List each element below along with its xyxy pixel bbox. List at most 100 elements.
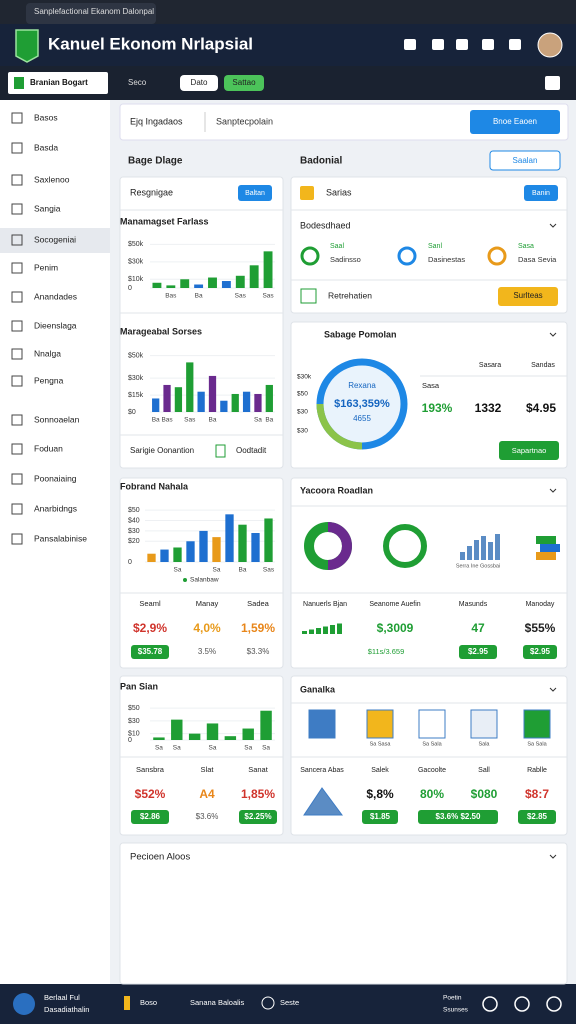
checkbox[interactable] <box>215 444 226 458</box>
footer-icon[interactable] <box>482 996 498 1012</box>
text: $30 <box>297 409 308 416</box>
text: $35.78 <box>138 647 163 656</box>
user-box[interactable] <box>8 72 108 94</box>
text: Sas <box>235 293 247 300</box>
button[interactable] <box>524 185 558 201</box>
text: Ejq Ingadaos <box>130 116 183 126</box>
bar <box>235 275 245 288</box>
text: $30 <box>128 528 140 535</box>
button[interactable] <box>131 645 169 659</box>
icon <box>366 709 394 739</box>
text: Sa Sasa <box>370 741 392 747</box>
text: Branian Bogart <box>30 78 88 87</box>
chevron[interactable] <box>549 854 557 859</box>
nav-icon <box>11 142 23 154</box>
text: Manay <box>196 599 219 608</box>
text: Serra Ine Gossbai <box>456 563 500 569</box>
icon-bar <box>488 542 493 560</box>
button[interactable] <box>459 645 497 659</box>
text: Sas <box>184 417 196 424</box>
button[interactable] <box>499 441 559 460</box>
bar <box>206 723 219 740</box>
button[interactable] <box>131 810 169 824</box>
button[interactable] <box>523 645 557 659</box>
text: Sa Sala <box>527 741 547 747</box>
bar <box>174 387 183 412</box>
icon-bar <box>481 536 486 560</box>
button[interactable] <box>362 810 398 824</box>
icon-bar <box>460 552 465 560</box>
avatar[interactable] <box>537 32 563 58</box>
bar <box>166 285 176 288</box>
text: $10k <box>128 276 144 283</box>
text: Manamagset Farlass <box>120 216 209 226</box>
header-icon[interactable] <box>509 39 521 50</box>
text: $,3009 <box>377 621 414 635</box>
nav-icon <box>11 112 23 124</box>
card <box>290 176 568 314</box>
button[interactable] <box>418 810 498 824</box>
card <box>119 842 568 985</box>
header-icon[interactable] <box>456 39 468 50</box>
button[interactable] <box>470 110 560 134</box>
text: Bage Dlage <box>128 156 183 167</box>
text: Manoday <box>526 601 555 608</box>
sparkbar <box>309 629 314 634</box>
bar <box>180 279 190 288</box>
text: Sa <box>155 745 163 752</box>
button[interactable] <box>238 185 272 201</box>
text: $1.85 <box>370 812 391 821</box>
header-icon[interactable] <box>404 39 416 50</box>
button[interactable] <box>498 287 558 306</box>
footer-icon[interactable] <box>546 996 562 1012</box>
card <box>290 477 568 669</box>
text: 47 <box>471 621 485 635</box>
bar <box>220 400 228 412</box>
text: Seaml <box>139 599 161 608</box>
nav-icon <box>11 262 23 274</box>
text: $11s/3.659 <box>368 647 405 656</box>
nav-icon <box>11 473 23 485</box>
bar <box>153 737 165 740</box>
text: Retrehatien <box>328 290 372 300</box>
header-icon[interactable] <box>432 39 444 50</box>
button[interactable] <box>224 75 264 91</box>
text: $163,359% <box>334 398 390 410</box>
text: Dieenslaga <box>34 320 77 330</box>
nav-icon <box>11 375 23 387</box>
sparkbar <box>330 625 335 634</box>
chevron[interactable] <box>549 332 557 337</box>
icon-donut <box>327 522 352 570</box>
nav-icon <box>11 203 23 215</box>
text: Anandades <box>34 291 77 301</box>
text: $10 <box>128 730 140 737</box>
chevron[interactable] <box>549 488 557 493</box>
footer-icon[interactable] <box>514 996 530 1012</box>
text: Resgnigae <box>130 187 173 197</box>
chevron[interactable] <box>549 687 557 692</box>
browser-tab[interactable] <box>26 3 156 24</box>
text: Banin <box>532 190 550 197</box>
text: $50 <box>128 507 140 514</box>
ring-arc <box>316 403 363 450</box>
header-icon[interactable] <box>482 39 494 50</box>
button[interactable] <box>518 810 556 824</box>
text: Sa Sala <box>422 741 442 747</box>
chevron[interactable] <box>549 223 557 228</box>
bar <box>163 384 171 412</box>
bar <box>224 736 237 740</box>
button[interactable] <box>180 75 218 91</box>
text: $2.95 <box>530 647 551 656</box>
text: Pecioen Aloos <box>130 852 190 863</box>
menu[interactable] <box>545 76 560 90</box>
text: $30 <box>297 428 308 435</box>
text: Marageabal Sorses <box>120 326 202 336</box>
text: $50k <box>128 352 144 359</box>
button[interactable] <box>239 810 277 824</box>
text: Seanome Auefin <box>369 601 420 608</box>
nav-icon <box>11 348 23 360</box>
text: Ba <box>209 417 217 424</box>
text: Sa <box>209 745 217 752</box>
bar <box>173 547 182 562</box>
button[interactable] <box>489 150 561 171</box>
